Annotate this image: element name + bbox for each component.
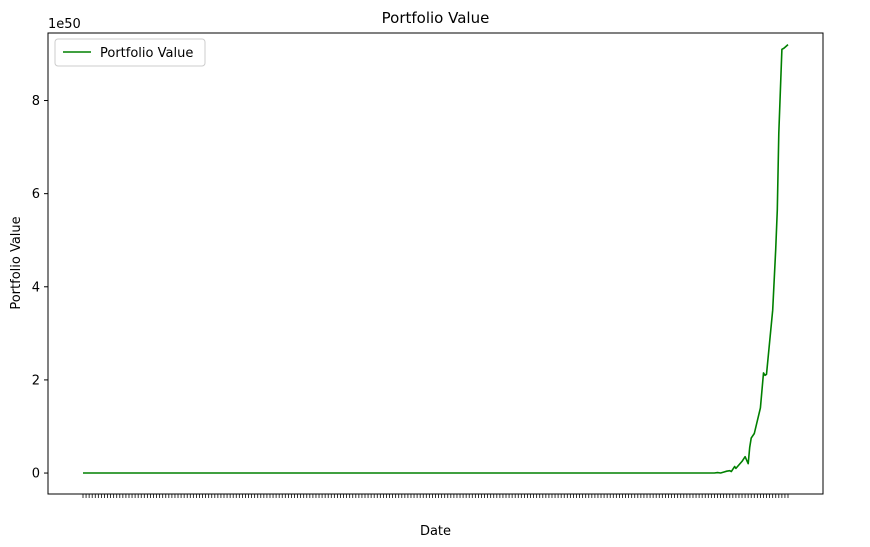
y-tick-label: 0 [32,467,40,482]
chart-title: Portfolio Value [382,9,490,27]
y-tick-label: 2 [32,373,40,388]
y-axis-label: Portfolio Value [9,216,24,309]
plot-frame [47,32,824,495]
x-axis-label: Date [420,524,451,539]
series-line [83,44,789,474]
y-tick-label: 8 [32,94,40,109]
legend-label: Portfolio Value [100,46,193,61]
y-tick-label: 6 [32,187,40,202]
series-layer [83,44,789,474]
y-scale-label: 1e50 [48,17,81,32]
legend: Portfolio Value [54,38,206,67]
plot-area [47,32,824,495]
y-tick-label: 4 [32,280,40,295]
y-axis: 0 2 4 6 8 [32,94,48,482]
x-axis [82,494,789,498]
legend-box [54,38,206,67]
